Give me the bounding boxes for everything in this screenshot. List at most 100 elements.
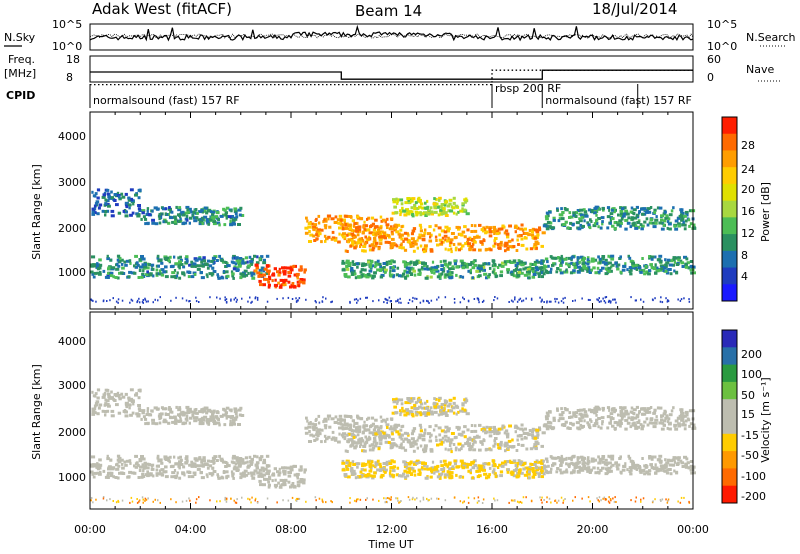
power-cell xyxy=(249,262,254,266)
velocity-cell xyxy=(403,413,408,417)
velocity-cell xyxy=(190,460,194,464)
velocity-cell xyxy=(215,459,219,462)
velocity-cell xyxy=(139,465,144,469)
power-cell xyxy=(446,265,450,269)
power-cell xyxy=(430,210,434,214)
power-cell xyxy=(231,272,235,276)
velocity-cell xyxy=(477,500,480,502)
velocity-cell xyxy=(225,416,228,420)
power-cell xyxy=(492,268,496,272)
power-cell xyxy=(96,196,100,200)
power-cell xyxy=(179,255,182,259)
power-cell xyxy=(122,209,125,213)
power-cell xyxy=(115,267,120,271)
power-cell xyxy=(388,271,392,275)
power-cell xyxy=(446,270,450,274)
power-cell xyxy=(211,256,216,260)
power-cell xyxy=(614,261,618,265)
power-cell xyxy=(349,223,352,227)
power-cell xyxy=(201,216,204,220)
velocity-cell xyxy=(101,409,105,413)
velocity-cell xyxy=(531,475,536,479)
velocity-cell xyxy=(111,466,116,470)
velocity-cell xyxy=(158,417,161,421)
velocity-cell xyxy=(550,467,553,471)
power-cell xyxy=(312,227,316,231)
power-cell xyxy=(522,299,525,302)
velocity-cell xyxy=(362,430,365,434)
velocity-cell xyxy=(415,412,419,416)
power-cbar-tick: 4 xyxy=(741,270,748,283)
velocity-cell xyxy=(654,463,657,467)
power-cell xyxy=(278,271,282,275)
power-cell xyxy=(362,230,365,234)
velocity-cell xyxy=(327,435,331,439)
velocity-cell xyxy=(233,465,237,469)
velocity-cell xyxy=(121,462,124,466)
power-cell xyxy=(533,236,538,240)
velocity-cell xyxy=(642,468,646,472)
power-cell xyxy=(425,206,429,210)
velocity-ylabel: Slant Range [km] xyxy=(30,364,43,460)
velocity-cell xyxy=(461,475,465,479)
velocity-cell xyxy=(446,404,451,408)
power-cell xyxy=(635,299,637,302)
power-cell xyxy=(224,212,228,216)
power-cell xyxy=(412,269,416,273)
power-cell xyxy=(450,250,453,254)
power-cell xyxy=(218,223,221,227)
power-cell xyxy=(604,272,609,276)
velocity-cell xyxy=(644,410,649,414)
velocity-cell xyxy=(560,496,563,499)
power-cell xyxy=(146,207,150,211)
velocity-cell xyxy=(365,498,367,501)
velocity-cell xyxy=(212,422,217,426)
power-cell xyxy=(226,264,230,268)
power-cell xyxy=(648,269,652,273)
velocity-cell xyxy=(232,461,236,465)
velocity-cell xyxy=(282,480,285,484)
velocity-cell xyxy=(147,497,149,500)
velocity-cell xyxy=(461,407,464,411)
nave-tick-bottom: 0 xyxy=(707,71,714,84)
power-cell xyxy=(589,226,592,230)
velocity-cell xyxy=(282,470,287,474)
power-cell xyxy=(241,258,245,262)
velocity-cell xyxy=(664,466,667,470)
power-cell xyxy=(628,266,632,270)
power-cell xyxy=(411,214,415,218)
power-cell xyxy=(466,237,470,241)
power-cell xyxy=(315,233,318,237)
velocity-cell xyxy=(685,413,689,417)
power-cell xyxy=(179,217,182,221)
velocity-cell xyxy=(205,406,208,410)
power-cell xyxy=(141,211,145,215)
power-cell xyxy=(427,300,429,303)
velocity-cell xyxy=(379,475,384,479)
velocity-cell xyxy=(110,414,115,418)
velocity-cell xyxy=(654,421,658,425)
power-cell xyxy=(167,207,172,211)
power-cell xyxy=(453,262,457,266)
velocity-cell xyxy=(666,468,669,472)
velocity-cell xyxy=(356,498,358,501)
power-colorbar-swatch xyxy=(722,217,737,235)
power-cell xyxy=(511,238,514,242)
velocity-cell xyxy=(164,470,168,474)
velocity-cbar-tick: -15 xyxy=(741,429,759,442)
power-cell xyxy=(247,271,250,275)
power-cell xyxy=(598,297,600,300)
power-cell xyxy=(461,266,466,270)
power-cell xyxy=(220,276,225,280)
velocity-cell xyxy=(196,411,199,415)
velocity-cell xyxy=(247,464,251,468)
velocity-cell xyxy=(684,462,688,466)
power-cell xyxy=(567,226,570,230)
power-cell xyxy=(432,268,437,272)
velocity-cell xyxy=(219,500,221,503)
power-cell xyxy=(611,208,614,212)
power-cell xyxy=(565,270,569,274)
power-cell xyxy=(124,192,128,196)
velocity-cell xyxy=(231,415,234,418)
power-cell xyxy=(267,280,270,284)
